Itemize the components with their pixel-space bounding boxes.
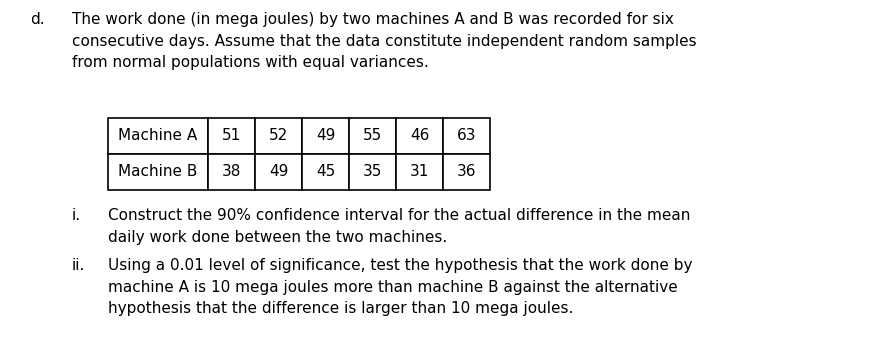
Text: 49: 49 [269, 164, 288, 180]
Bar [396, 154, 443, 190]
Text: 38: 38 [222, 164, 241, 180]
Bar [255, 154, 302, 190]
Text: Machine A: Machine A [118, 129, 198, 143]
Bar [443, 118, 490, 154]
Text: 49: 49 [316, 129, 335, 143]
Text: ii.: ii. [72, 258, 86, 273]
Text: i.: i. [72, 208, 81, 223]
Text: 36: 36 [457, 164, 476, 180]
Bar [108, 118, 208, 154]
Text: Construct the 90% confidence interval for the actual difference in the mean
dail: Construct the 90% confidence interval fo… [108, 208, 690, 245]
Text: Using a 0.01 level of significance, test the hypothesis that the work done by
ma: Using a 0.01 level of significance, test… [108, 258, 692, 316]
Text: 55: 55 [362, 129, 382, 143]
Bar [208, 118, 255, 154]
Bar [349, 118, 396, 154]
Bar [302, 118, 349, 154]
Text: 35: 35 [362, 164, 382, 180]
Bar [208, 154, 255, 190]
Text: 52: 52 [269, 129, 288, 143]
Bar [396, 118, 443, 154]
Bar [255, 118, 302, 154]
Bar [108, 154, 208, 190]
Text: 31: 31 [410, 164, 430, 180]
Text: 51: 51 [222, 129, 241, 143]
Bar [443, 154, 490, 190]
Text: Machine B: Machine B [118, 164, 198, 180]
Text: 45: 45 [316, 164, 335, 180]
Bar [302, 154, 349, 190]
Text: 63: 63 [457, 129, 476, 143]
Text: The work done (in mega joules) by two machines A and B was recorded for six
cons: The work done (in mega joules) by two ma… [72, 12, 697, 70]
Text: d.: d. [30, 12, 44, 27]
Text: 46: 46 [410, 129, 430, 143]
Bar [349, 154, 396, 190]
